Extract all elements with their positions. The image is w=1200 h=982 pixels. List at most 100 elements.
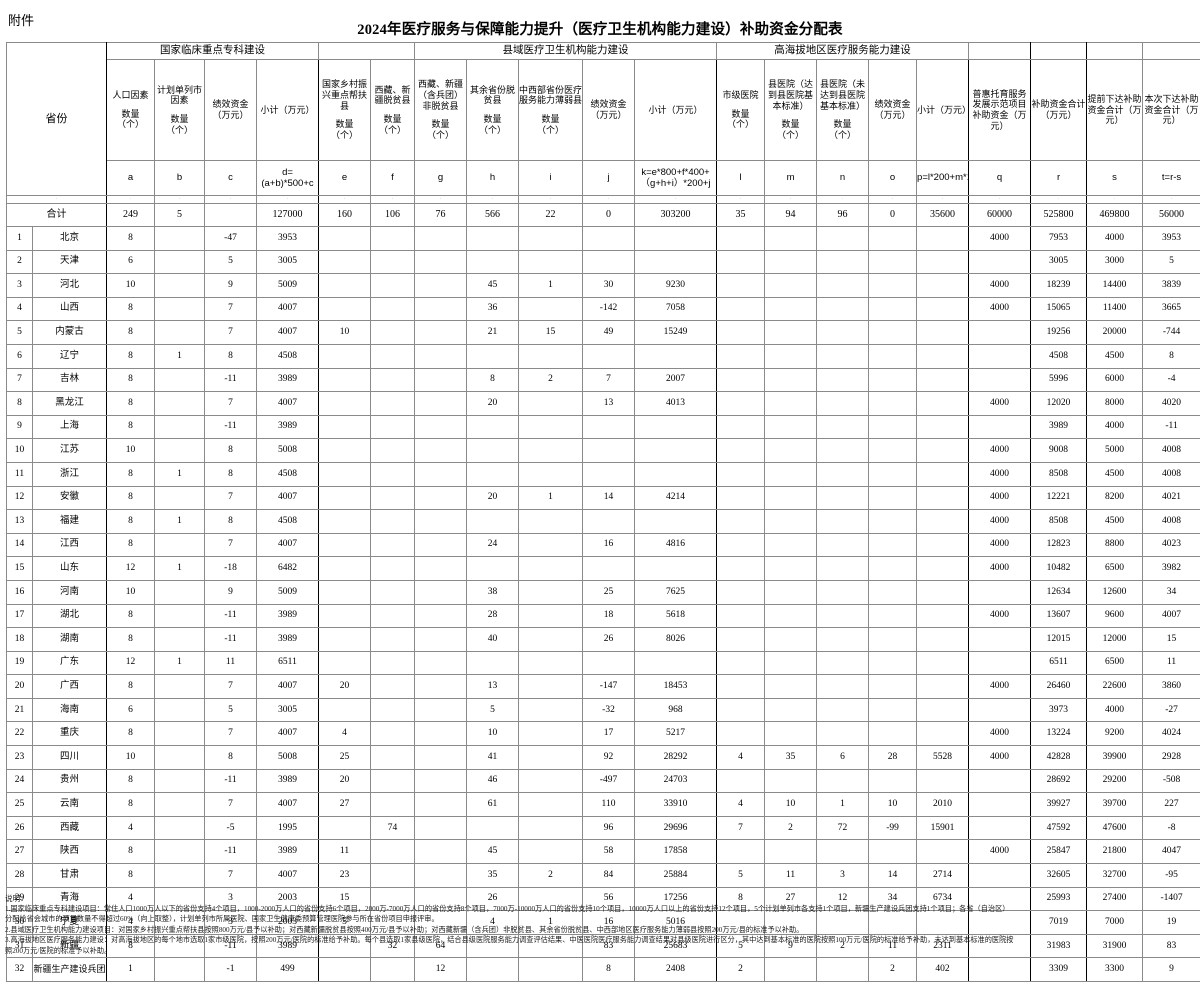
cell-e xyxy=(319,368,371,392)
column-resize-handle[interactable]: · xyxy=(583,196,635,204)
column-resize-handle[interactable]: · xyxy=(155,196,205,204)
cell-c: 7 xyxy=(205,675,257,699)
cell-p xyxy=(917,675,969,699)
cell-d: 3989 xyxy=(257,628,319,652)
province-name: 甘肃 xyxy=(33,864,107,888)
cell-k: 2408 xyxy=(635,958,717,982)
cell-s: 22600 xyxy=(1087,675,1143,699)
cell-c: -11 xyxy=(205,840,257,864)
cell-a: 8 xyxy=(107,722,155,746)
cell-q xyxy=(969,769,1031,793)
cell-n xyxy=(817,462,869,486)
row-index: 20 xyxy=(7,675,33,699)
total-cell-i: 22 xyxy=(519,204,583,227)
cell-g xyxy=(415,486,467,510)
cell-m: 35 xyxy=(765,746,817,770)
row-index: 10 xyxy=(7,439,33,463)
cell-t: 4023 xyxy=(1143,533,1200,557)
cell-h: 28 xyxy=(467,604,519,628)
cell-b xyxy=(155,274,205,298)
cell-h xyxy=(467,344,519,368)
cell-r: 10482 xyxy=(1031,557,1087,581)
column-resize-handle[interactable]: · xyxy=(467,196,519,204)
cell-k: 4816 xyxy=(635,533,717,557)
province-name: 黑龙江 xyxy=(33,392,107,416)
column-resize-handle[interactable]: · xyxy=(7,196,107,204)
cell-h: 13 xyxy=(467,675,519,699)
cell-r: 9008 xyxy=(1031,439,1087,463)
notes-heading: 说明： xyxy=(5,893,1197,904)
cell-f xyxy=(371,344,415,368)
cell-j xyxy=(583,462,635,486)
column-resize-handle[interactable]: · xyxy=(415,196,467,204)
cell-l: 2 xyxy=(717,958,765,982)
column-resize-handle[interactable]: · xyxy=(869,196,917,204)
cell-d: 4007 xyxy=(257,793,319,817)
cell-b xyxy=(155,793,205,817)
cell-o xyxy=(869,250,917,274)
province-name: 吉林 xyxy=(33,368,107,392)
column-resize-handle[interactable]: · xyxy=(635,196,717,204)
cell-g: 12 xyxy=(415,958,467,982)
cell-l xyxy=(717,321,765,345)
cell-e xyxy=(319,227,371,251)
cell-a: 6 xyxy=(107,698,155,722)
column-resize-handle[interactable]: · xyxy=(817,196,869,204)
cell-q: 4000 xyxy=(969,604,1031,628)
cell-o xyxy=(869,321,917,345)
province-name: 广西 xyxy=(33,675,107,699)
column-resize-handle[interactable]: · xyxy=(1031,196,1087,204)
column-header-d: 小计（万元） xyxy=(257,60,319,161)
column-header-s: 提前下达补助资金合计（万元） xyxy=(1087,60,1143,161)
cell-s: 20000 xyxy=(1087,321,1143,345)
cell-e xyxy=(319,274,371,298)
column-resize-handle[interactable]: · xyxy=(371,196,415,204)
cell-c: -18 xyxy=(205,557,257,581)
cell-s: 11400 xyxy=(1087,297,1143,321)
cell-b xyxy=(155,722,205,746)
cell-k: 29696 xyxy=(635,816,717,840)
column-handle-row[interactable]: ····················· xyxy=(7,196,1200,204)
column-title-h: 其余省份脱贫县 xyxy=(467,85,518,106)
cell-g xyxy=(415,368,467,392)
cell-j: -147 xyxy=(583,675,635,699)
column-resize-handle[interactable]: · xyxy=(205,196,257,204)
column-resize-handle[interactable]: · xyxy=(765,196,817,204)
cell-n xyxy=(817,368,869,392)
cell-l xyxy=(717,604,765,628)
cell-h xyxy=(467,557,519,581)
cell-j: 7 xyxy=(583,368,635,392)
cell-g xyxy=(415,816,467,840)
column-resize-handle[interactable]: · xyxy=(1143,196,1200,204)
cell-m xyxy=(765,415,817,439)
cell-j: 30 xyxy=(583,274,635,298)
cell-q: 4000 xyxy=(969,557,1031,581)
column-resize-handle[interactable]: · xyxy=(717,196,765,204)
column-title-j: 绩效资金（万元） xyxy=(583,99,634,120)
cell-n xyxy=(817,604,869,628)
column-resize-handle[interactable]: · xyxy=(969,196,1031,204)
column-resize-handle[interactable]: · xyxy=(917,196,969,204)
column-resize-handle[interactable]: · xyxy=(1087,196,1143,204)
cell-f xyxy=(371,651,415,675)
cell-h: 45 xyxy=(467,840,519,864)
cell-r: 13224 xyxy=(1031,722,1087,746)
cell-s: 8000 xyxy=(1087,392,1143,416)
column-resize-handle[interactable]: · xyxy=(319,196,371,204)
column-code-t: t=r-s xyxy=(1143,161,1200,196)
column-resize-handle[interactable]: · xyxy=(519,196,583,204)
cell-r: 32605 xyxy=(1031,864,1087,888)
column-resize-handle[interactable]: · xyxy=(107,196,155,204)
cell-f xyxy=(371,227,415,251)
cell-f xyxy=(371,297,415,321)
cell-p xyxy=(917,392,969,416)
cell-j: 8 xyxy=(583,958,635,982)
cell-q: 4000 xyxy=(969,840,1031,864)
column-resize-handle[interactable]: · xyxy=(257,196,319,204)
cell-c: -11 xyxy=(205,368,257,392)
cell-k: 28292 xyxy=(635,746,717,770)
cell-q: 4000 xyxy=(969,439,1031,463)
